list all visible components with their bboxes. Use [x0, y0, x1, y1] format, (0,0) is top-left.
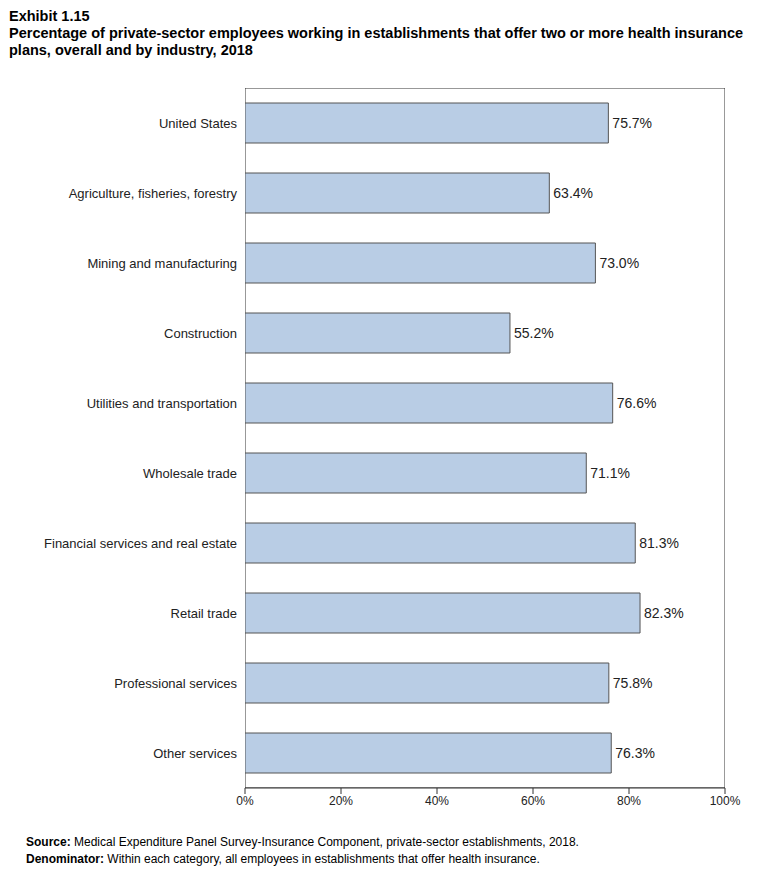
svg-text:76.6%: 76.6% [617, 395, 657, 411]
svg-text:Agriculture, fisheries, forest: Agriculture, fisheries, forestry [69, 186, 238, 201]
svg-text:Other services: Other services [153, 746, 237, 761]
svg-text:Financial services and real es: Financial services and real estate [44, 536, 237, 551]
svg-text:60%: 60% [521, 794, 545, 808]
svg-text:81.3%: 81.3% [639, 535, 679, 551]
svg-text:71.1%: 71.1% [590, 465, 630, 481]
svg-text:0%: 0% [236, 794, 254, 808]
svg-text:United States: United States [159, 116, 238, 131]
html-text:Source: Medical Expenditure Pa: Source: Medical Expenditure Panel Survey… [26, 835, 579, 849]
svg-text:82.3%: 82.3% [644, 605, 684, 621]
svg-text:20%: 20% [329, 794, 353, 808]
svg-text:76.3%: 76.3% [615, 745, 655, 761]
svg-text:80%: 80% [617, 794, 641, 808]
svg-text:63.4%: 63.4% [553, 185, 593, 201]
svg-text:40%: 40% [425, 794, 449, 808]
svg-text:Construction: Construction [164, 326, 237, 341]
svg-text:Utilities and transportation: Utilities and transportation [87, 396, 237, 411]
html-text:Percentage of private-sector e: Percentage of private-sector employees w… [9, 25, 744, 58]
svg-text:73.0%: 73.0% [599, 255, 639, 271]
html-text:Exhibit 1.15: Exhibit 1.15 [9, 8, 90, 24]
svg-text:Mining and manufacturing: Mining and manufacturing [87, 256, 237, 271]
svg-text:Retail trade: Retail trade [171, 606, 237, 621]
svg-text:Wholesale trade: Wholesale trade [143, 466, 237, 481]
svg-text:75.8%: 75.8% [613, 675, 653, 691]
svg-text:75.7%: 75.7% [612, 115, 652, 131]
svg-text:Professional services: Professional services [114, 676, 237, 691]
svg-text:55.2%: 55.2% [514, 325, 554, 341]
svg-text:100%: 100% [710, 794, 741, 808]
html-text:Denominator: Within each categ: Denominator: Within each category, all e… [26, 852, 540, 866]
